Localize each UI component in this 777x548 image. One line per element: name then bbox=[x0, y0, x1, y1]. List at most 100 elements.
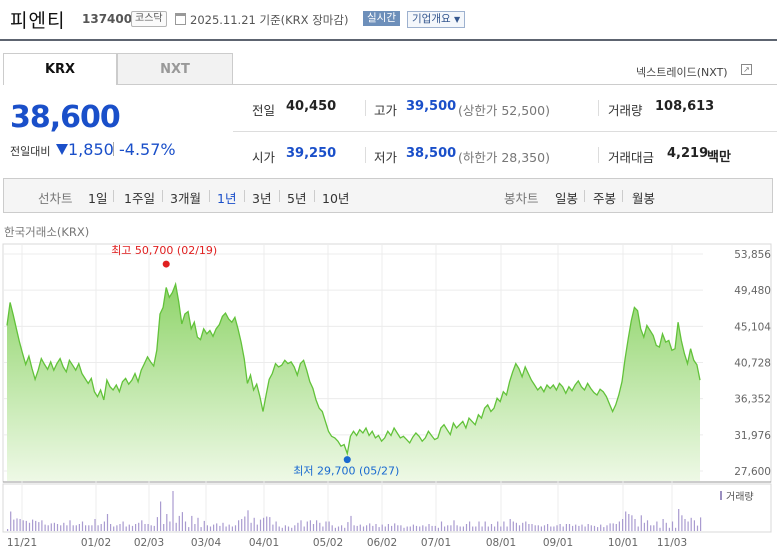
volume-bar bbox=[331, 525, 333, 532]
tab-krx[interactable]: KRX bbox=[3, 53, 117, 85]
volume-bar bbox=[44, 524, 46, 531]
volume-bar bbox=[203, 520, 205, 531]
volume-bar bbox=[503, 521, 505, 531]
upper-limit: (상한가 52,500) bbox=[458, 103, 550, 118]
volume-bar bbox=[16, 518, 18, 531]
high-annotation: 최고 50,700 (02/19) bbox=[111, 244, 217, 257]
period-1y[interactable]: 1년 bbox=[217, 191, 237, 206]
volume-bar bbox=[7, 529, 9, 531]
volume-bar bbox=[294, 525, 296, 532]
realtime-button[interactable]: 실시간 bbox=[363, 11, 400, 26]
company-overview-button[interactable]: 기업개요 ▼ bbox=[407, 11, 466, 28]
tab-nxt[interactable]: NXT bbox=[117, 53, 233, 85]
volume-bar bbox=[197, 517, 199, 532]
volume-bar bbox=[72, 525, 74, 532]
candle-monthly[interactable]: 월봉 bbox=[632, 191, 656, 206]
volume-bar bbox=[297, 522, 299, 532]
volume-bar bbox=[306, 521, 308, 531]
volume-bar bbox=[50, 523, 52, 531]
period-1d[interactable]: 1일 bbox=[88, 191, 108, 206]
volume-bar bbox=[38, 522, 40, 531]
volume-bar bbox=[334, 527, 336, 532]
volume-bar bbox=[453, 520, 455, 532]
x-tick-label: 03/04 bbox=[191, 537, 222, 548]
volume-bar bbox=[116, 525, 118, 532]
period-10y[interactable]: 10년 bbox=[322, 191, 350, 206]
volume-bar bbox=[565, 524, 567, 531]
volume-bar bbox=[247, 510, 249, 532]
amount-value: 4,219 bbox=[667, 146, 709, 161]
volume-bar bbox=[584, 526, 586, 531]
volume-bar bbox=[465, 524, 468, 531]
volume-legend-icon bbox=[720, 491, 722, 500]
price-chart[interactable]: 53,856 49,480 45,104 40,728 36,352 31,976 27,6… bbox=[0, 240, 777, 548]
volume-bar bbox=[640, 515, 642, 532]
company-overview-label: 기업개요 bbox=[412, 13, 451, 25]
volume-bar bbox=[103, 521, 105, 531]
y-tick-label: 45,104 bbox=[734, 321, 771, 333]
x-tick-label: 10/01 bbox=[608, 537, 638, 548]
amount-unit: 백만 bbox=[707, 150, 731, 165]
volume-bar bbox=[487, 526, 489, 531]
volume-bar bbox=[113, 526, 115, 531]
external-link-icon[interactable]: ↗ bbox=[741, 64, 752, 75]
period-3y[interactable]: 3년 bbox=[252, 191, 272, 206]
volume-bar bbox=[163, 524, 165, 531]
volume-bar bbox=[622, 519, 624, 531]
volume-bar bbox=[91, 525, 93, 532]
period-3m[interactable]: 3개월 bbox=[170, 191, 201, 206]
nxt-link[interactable]: 넥스트레이드(NXT) bbox=[636, 66, 728, 79]
prev-close-label: 전일 bbox=[252, 103, 276, 118]
volume-bar bbox=[66, 525, 68, 532]
volume-bar bbox=[456, 525, 458, 532]
volume-bar bbox=[615, 524, 617, 531]
volume-bar bbox=[244, 516, 246, 531]
open-label: 시가 bbox=[252, 150, 276, 165]
volume-bar bbox=[209, 526, 212, 531]
volume-label: 거래량 bbox=[608, 103, 643, 118]
volume-value: 108,613 bbox=[655, 99, 715, 114]
low-annotation: 최저 29,700 (05/27) bbox=[293, 465, 399, 478]
volume-bar bbox=[97, 525, 99, 532]
volume-bar bbox=[53, 522, 55, 532]
x-tick-label: 02/03 bbox=[134, 537, 164, 548]
period-1w[interactable]: 1주일 bbox=[124, 191, 155, 206]
volume-bar bbox=[344, 527, 346, 532]
candle-weekly[interactable]: 주봉 bbox=[593, 191, 617, 206]
low-value: 38,500 bbox=[406, 146, 457, 161]
volume-bar bbox=[450, 525, 452, 532]
volume-bar bbox=[447, 525, 449, 532]
volume-bar bbox=[122, 521, 124, 531]
volume-bar bbox=[263, 517, 265, 532]
volume-bar bbox=[322, 526, 324, 531]
volume-bar bbox=[256, 524, 258, 531]
x-tick-label: 09/01 bbox=[543, 537, 573, 548]
volume-bar bbox=[469, 521, 471, 531]
volume-bar bbox=[60, 525, 62, 532]
volume-bar bbox=[543, 525, 546, 532]
volume-bar bbox=[515, 522, 517, 532]
chevron-down-icon: ▼ bbox=[453, 15, 461, 24]
tab-baseline bbox=[233, 84, 777, 85]
candle-daily[interactable]: 일봉 bbox=[555, 191, 579, 206]
prev-close-value: 40,450 bbox=[286, 99, 337, 114]
volume-bar bbox=[506, 526, 508, 531]
volume-bar bbox=[269, 517, 271, 531]
market-badge: 코스닥 bbox=[131, 11, 167, 27]
period-5y[interactable]: 5년 bbox=[287, 191, 307, 206]
volume-bar bbox=[440, 521, 443, 531]
volume-bar bbox=[397, 525, 399, 532]
volume-bar bbox=[375, 524, 377, 531]
volume-bar bbox=[228, 524, 230, 531]
volume-bar bbox=[47, 525, 49, 532]
volume-bar bbox=[612, 523, 614, 531]
volume-bar bbox=[106, 514, 109, 531]
volume-bar bbox=[597, 527, 599, 531]
volume-bar bbox=[353, 525, 355, 532]
volume-bar bbox=[553, 526, 555, 531]
candle-chart-title: 봉차트 bbox=[504, 191, 539, 206]
volume-bar bbox=[303, 526, 305, 531]
volume-bar bbox=[568, 524, 571, 531]
volume-bar bbox=[94, 519, 96, 531]
line-chart-title: 선차트 bbox=[38, 191, 73, 206]
